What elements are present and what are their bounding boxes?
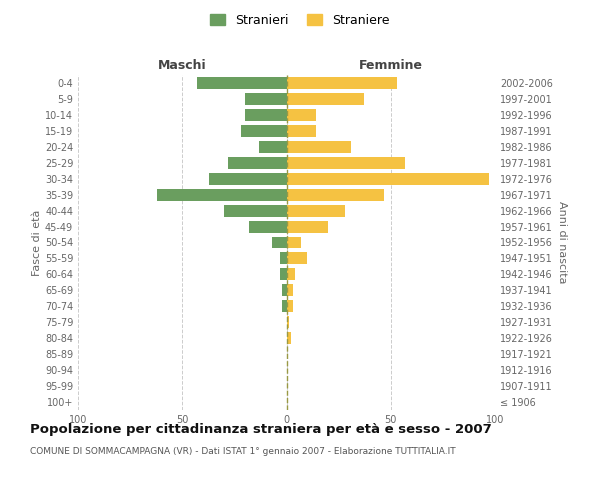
Bar	[287, 220, 328, 232]
Bar	[245, 93, 287, 105]
Bar	[287, 300, 293, 312]
Bar	[287, 332, 290, 344]
Bar	[287, 252, 307, 264]
Bar	[280, 252, 287, 264]
Bar	[287, 77, 397, 89]
Y-axis label: Fasce di età: Fasce di età	[32, 210, 42, 276]
Bar	[287, 204, 345, 216]
Bar	[287, 316, 289, 328]
Bar	[287, 157, 406, 168]
Bar	[197, 77, 287, 89]
Bar	[245, 109, 287, 121]
Bar	[287, 93, 364, 105]
Text: Popolazione per cittadinanza straniera per età e sesso - 2007: Popolazione per cittadinanza straniera p…	[30, 422, 492, 436]
Bar	[287, 284, 293, 296]
Bar	[287, 109, 316, 121]
Bar	[287, 125, 316, 137]
Bar	[280, 268, 287, 280]
Text: Femmine: Femmine	[359, 60, 423, 72]
Text: Maschi: Maschi	[158, 60, 206, 72]
Bar	[224, 204, 287, 216]
Bar	[283, 284, 287, 296]
Bar	[157, 188, 287, 200]
Bar	[283, 300, 287, 312]
Bar	[287, 268, 295, 280]
Bar	[287, 188, 385, 200]
Bar	[287, 172, 489, 184]
Bar	[272, 236, 287, 248]
Y-axis label: Anni di nascita: Anni di nascita	[557, 201, 566, 284]
Text: COMUNE DI SOMMACAMPAGNA (VR) - Dati ISTAT 1° gennaio 2007 - Elaborazione TUTTITA: COMUNE DI SOMMACAMPAGNA (VR) - Dati ISTA…	[30, 448, 455, 456]
Bar	[259, 141, 287, 153]
Bar	[249, 220, 287, 232]
Bar	[241, 125, 287, 137]
Bar	[287, 236, 301, 248]
Bar	[209, 172, 287, 184]
Bar	[287, 141, 351, 153]
Bar	[228, 157, 287, 168]
Legend: Stranieri, Straniere: Stranieri, Straniere	[205, 8, 395, 32]
